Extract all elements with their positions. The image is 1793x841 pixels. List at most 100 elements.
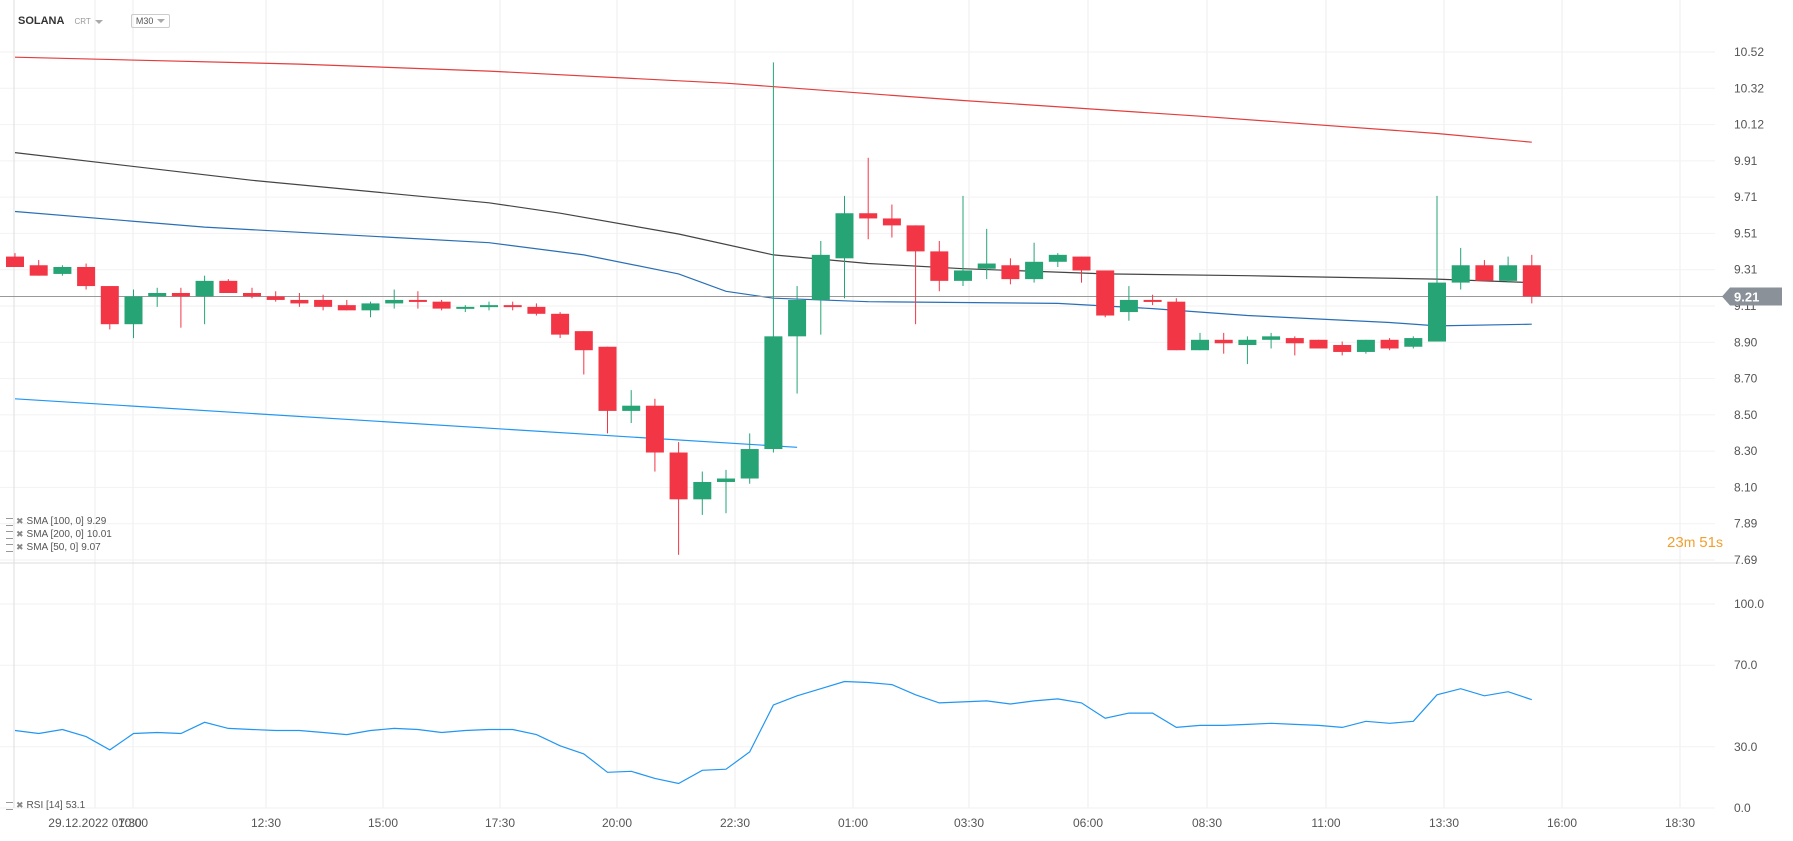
- candle: [669, 442, 688, 555]
- candle-body: [1285, 338, 1304, 344]
- candle-body: [1356, 339, 1375, 352]
- sma200-legend[interactable]: ✖ SMA [200, 0] 10.01: [6, 529, 112, 540]
- time-tick-label: 29.12.2022 07:30: [48, 816, 142, 830]
- candle: [1499, 256, 1518, 283]
- time-tick-label: 03:30: [954, 816, 984, 830]
- candle: [480, 301, 498, 311]
- candle-body: [314, 299, 333, 307]
- price-tick-label: 8.70: [1734, 372, 1758, 386]
- rsi-tick-label: 30.0: [1734, 740, 1758, 754]
- candle: [503, 301, 522, 311]
- candle: [1025, 242, 1044, 283]
- close-icon[interactable]: ✖: [16, 516, 24, 526]
- candle-body: [195, 280, 214, 297]
- countdown-seconds: 51: [1699, 534, 1716, 551]
- candle-body: [930, 251, 949, 281]
- candle-body: [1001, 265, 1020, 280]
- candle-body: [1072, 256, 1091, 271]
- rsi-legend[interactable]: ✖ RSI [14] 53.1: [6, 800, 85, 811]
- close-icon[interactable]: ✖: [16, 529, 24, 539]
- candle-body: [882, 218, 901, 226]
- trend-line: [14, 398, 798, 448]
- settings-icon[interactable]: [6, 517, 13, 526]
- time-tick-label: 10:00: [118, 816, 148, 830]
- settings-icon[interactable]: [6, 801, 13, 810]
- price-tick-label: 8.50: [1734, 408, 1758, 422]
- candle-body: [171, 292, 190, 297]
- candle: [6, 253, 24, 267]
- current-price-tag: 9.21: [1722, 287, 1782, 306]
- candle: [645, 398, 664, 472]
- candle-body: [503, 305, 522, 308]
- candle: [788, 286, 807, 394]
- symbol-name[interactable]: SOLANA: [18, 15, 65, 27]
- time-tick-label: 17:30: [485, 816, 515, 830]
- candle: [1333, 341, 1352, 356]
- candle-body: [1096, 270, 1115, 316]
- candle-body: [53, 266, 72, 274]
- timeframe-selector[interactable]: M30: [130, 14, 171, 28]
- time-tick-label: 13:30: [1429, 816, 1459, 830]
- price-tick-label: 9.91: [1734, 154, 1758, 168]
- candle: [1380, 338, 1399, 351]
- candle-body: [906, 225, 925, 252]
- candle: [77, 263, 96, 290]
- price-tick-label: 7.69: [1734, 553, 1758, 567]
- candle: [148, 287, 167, 307]
- candle-body: [408, 299, 427, 302]
- candle-body: [100, 286, 119, 325]
- candle-body: [835, 213, 854, 259]
- candle: [1048, 253, 1067, 267]
- candle: [171, 287, 190, 328]
- candle: [53, 265, 72, 276]
- countdown-minutes-unit: m: [1683, 534, 1696, 550]
- sma100-label: SMA [100, 0]: [26, 516, 84, 527]
- candle-body: [717, 478, 735, 482]
- exchange-label[interactable]: CRT: [74, 17, 103, 26]
- candle: [930, 240, 949, 292]
- candle: [1285, 336, 1304, 356]
- candle-body: [1475, 265, 1494, 281]
- rsi-tick-label: 100.0: [1734, 597, 1764, 611]
- candle-body: [574, 331, 593, 351]
- price-tick-label: 8.90: [1734, 335, 1758, 349]
- settings-icon[interactable]: [6, 530, 13, 539]
- sma50-label: SMA [50, 0]: [26, 542, 79, 553]
- candle-body: [1380, 339, 1399, 349]
- candle-body: [29, 265, 48, 276]
- sma100-legend[interactable]: ✖ SMA [100, 0] 9.29: [6, 516, 106, 527]
- sma50-value: 9.07: [81, 542, 101, 553]
- chart-header: SOLANA CRT M30: [18, 14, 171, 28]
- close-icon[interactable]: ✖: [16, 542, 24, 552]
- time-tick-label: 06:00: [1073, 816, 1103, 830]
- candle-body: [598, 346, 617, 411]
- candle-body: [669, 452, 688, 500]
- candle-body: [1428, 282, 1446, 342]
- candle-body: [1143, 299, 1162, 302]
- candle-body: [480, 305, 498, 308]
- candle-body: [361, 303, 380, 311]
- candle-body: [219, 280, 238, 293]
- candle: [1262, 332, 1281, 349]
- candle-body: [788, 299, 807, 337]
- candle: [1238, 336, 1257, 365]
- settings-icon[interactable]: [6, 543, 13, 552]
- candle-body: [266, 296, 285, 300]
- candle-body: [527, 306, 546, 314]
- candle: [811, 240, 830, 335]
- candle: [219, 279, 238, 293]
- sma50-legend[interactable]: ✖ SMA [50, 0] 9.07: [6, 542, 101, 553]
- candle-body: [977, 263, 996, 269]
- candle: [432, 299, 451, 311]
- rsi-tick-label: 70.0: [1734, 658, 1758, 672]
- candle: [977, 228, 996, 280]
- candle-body: [1522, 265, 1541, 297]
- close-icon[interactable]: ✖: [16, 800, 24, 810]
- time-tick-label: 20:00: [602, 816, 632, 830]
- price-tick-label: 9.51: [1734, 226, 1758, 240]
- rsi-value: 53.1: [65, 800, 86, 811]
- candle-body: [337, 305, 356, 311]
- candle-body: [6, 256, 24, 267]
- candle-body: [148, 292, 167, 297]
